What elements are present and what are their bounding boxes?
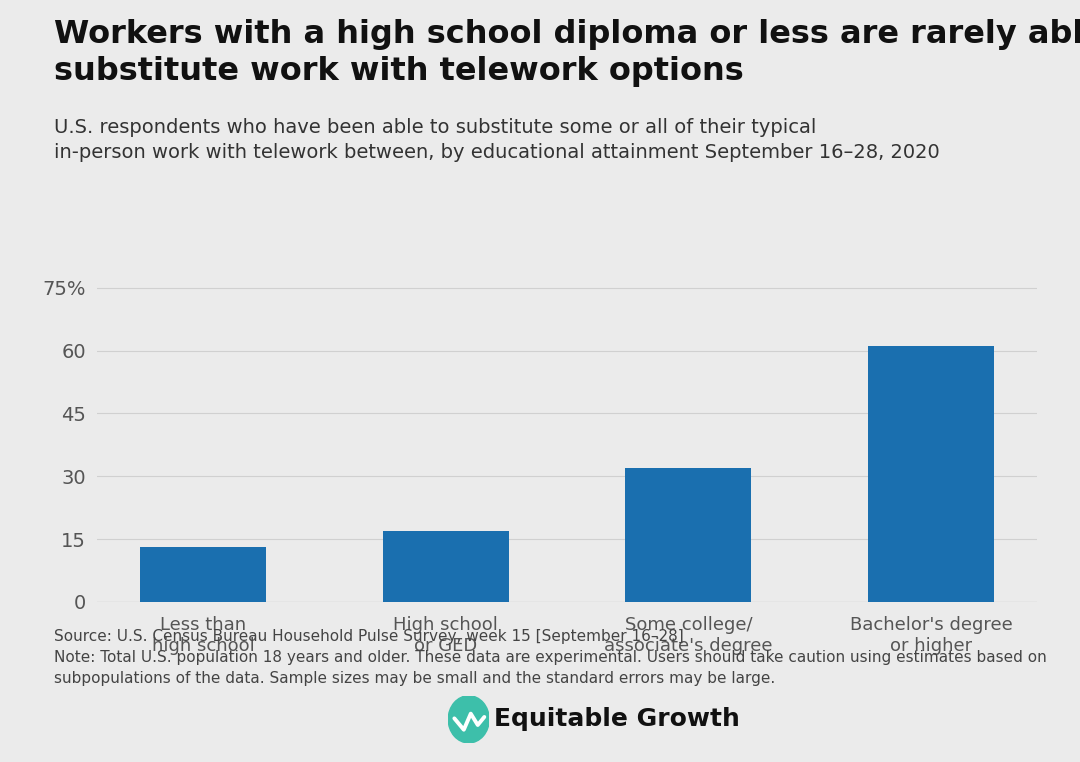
Bar [868,346,994,602]
Bar [140,547,266,602]
Text: U.S. respondents who have been able to substitute some or all of their typical
i: U.S. respondents who have been able to s… [54,118,940,162]
Text: Workers with a high school diploma or less are rarely able to
substitute work wi: Workers with a high school diploma or le… [54,19,1080,87]
Ellipse shape [448,696,489,743]
Bar [625,468,752,602]
Text: Equitable Growth: Equitable Growth [494,707,740,732]
Bar [382,530,509,602]
Text: Source: U.S. Census Bureau Household Pulse Survey, week 15 [September 16–28]
Not: Source: U.S. Census Bureau Household Pul… [54,629,1047,686]
